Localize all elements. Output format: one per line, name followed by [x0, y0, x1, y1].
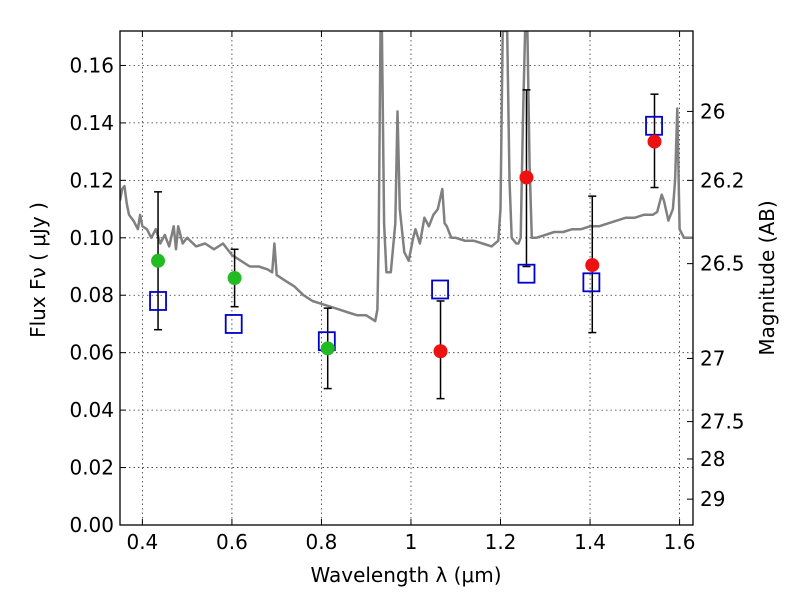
- x-tick-label: 0.6: [216, 530, 248, 554]
- y-tick-label: 0.08: [69, 283, 114, 307]
- magnitude-tick-label: 28: [700, 447, 725, 471]
- magnitude-tick-label: 29: [700, 487, 725, 511]
- observed-point-red: [433, 344, 448, 359]
- model-square-point: [431, 279, 449, 300]
- y-tick-label: 0.06: [69, 341, 114, 365]
- y-tick-label: 0.04: [69, 398, 114, 422]
- model-square-point: [224, 314, 243, 334]
- axis-ticks: 0.4 0.6 0.8 1 1.2 1.4 1.6 0.00 0.02 0.04 0.06 0.08 0…: [69, 31, 745, 554]
- y-tick-label: 0.12: [69, 168, 114, 192]
- x-tick-label: 0.8: [306, 530, 338, 554]
- y-tick-label: 0.00: [69, 513, 114, 537]
- magnitude-tick-label: 27: [700, 346, 725, 370]
- y-axis-label: Flux Fν ( μJy ): [26, 202, 50, 338]
- magnitude-tick-label: 27.5: [700, 410, 745, 434]
- x-tick-label: 0.4: [126, 530, 158, 554]
- observed-point-green: [227, 271, 242, 285]
- model-square-point: [149, 291, 167, 311]
- plot-frame: [119, 30, 694, 526]
- magnitude-tick-label: 26.2: [700, 168, 745, 192]
- y-tick-label: 0.16: [69, 53, 114, 77]
- model-square-point: [582, 272, 601, 293]
- observed-point-red: [647, 134, 662, 149]
- magnitude-tick-label: 26.5: [700, 252, 745, 276]
- observed-point-red: [585, 258, 600, 273]
- x-tick-label: 1.4: [574, 530, 606, 554]
- y-tick-label: 0.10: [69, 226, 114, 250]
- observed-point-green: [320, 341, 335, 356]
- x-axis-label: Wavelength λ (μm): [310, 563, 501, 587]
- x-tick-label: 1.2: [485, 530, 517, 554]
- y-axis-right-label: Magnitude (AB): [755, 200, 779, 355]
- x-tick-label: 1.6: [664, 530, 696, 554]
- magnitude-tick-label: 26: [700, 99, 725, 123]
- y-tick-label: 0.14: [69, 111, 114, 135]
- grid: [120, 31, 693, 526]
- model-spectrum-line: [120, 31, 693, 323]
- observed-point-red: [519, 170, 534, 185]
- model-square-point: [517, 263, 536, 284]
- y-tick-label: 0.02: [69, 456, 114, 480]
- x-tick-label: 1: [405, 530, 418, 554]
- plot-area: [120, 31, 693, 400]
- observed-point-green: [151, 253, 166, 268]
